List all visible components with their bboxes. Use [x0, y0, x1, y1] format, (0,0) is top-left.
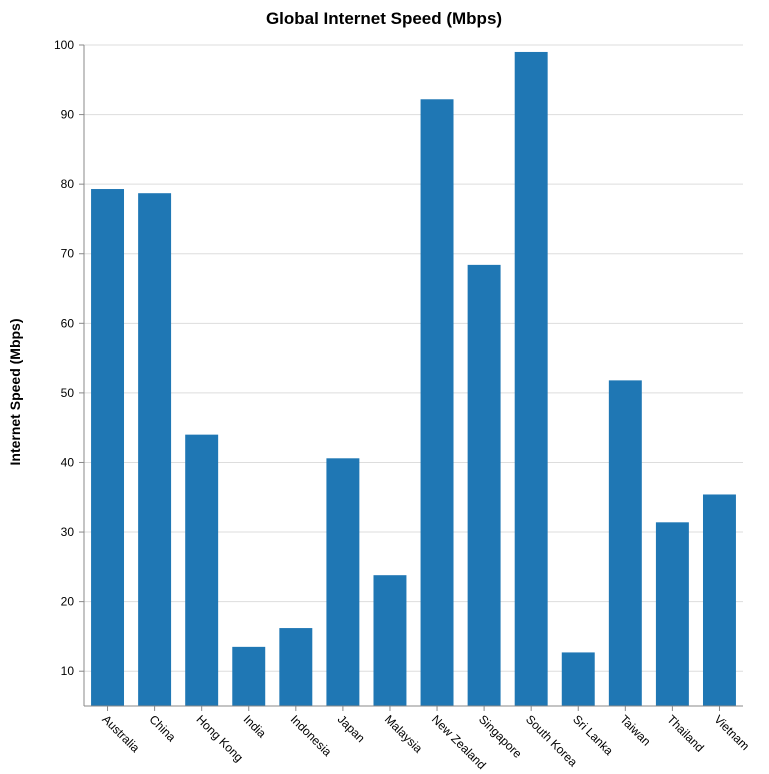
bars — [91, 51, 736, 707]
axes — [79, 44, 743, 711]
x-tick-label: Thailand — [664, 712, 706, 754]
bar — [91, 189, 125, 706]
y-tick-label: 90 — [61, 108, 75, 122]
y-tick-label: 20 — [61, 595, 75, 609]
x-tick-label: China — [146, 712, 178, 744]
y-tick-labels: 10 20 30 40 50 60 70 80 90 100 — [54, 38, 74, 678]
bar — [420, 99, 454, 706]
y-tick-label: 10 — [61, 664, 75, 678]
y-tick-label: 50 — [61, 386, 75, 400]
y-axis-label: Internet Speed (Mbps) — [7, 318, 23, 465]
x-tick-label: Australia — [99, 712, 142, 755]
bar — [232, 646, 266, 706]
bar — [561, 652, 595, 706]
y-tick-label: 30 — [61, 525, 75, 539]
x-tick-label: Vietnam — [711, 712, 752, 753]
bar — [138, 193, 172, 707]
bar — [279, 628, 313, 706]
x-tick-label: Sri Lanka — [570, 712, 616, 758]
chart-title: Global Internet Speed (Mbps) — [266, 9, 502, 28]
y-tick-label: 80 — [61, 177, 75, 191]
bar — [608, 380, 642, 706]
x-tick-label: Malaysia — [382, 712, 426, 756]
bar — [514, 51, 548, 707]
bar — [185, 434, 219, 706]
y-tick-label: 70 — [61, 247, 75, 261]
y-tick-label: 40 — [61, 455, 75, 469]
gridlines — [84, 44, 743, 672]
x-tick-label: Japan — [335, 712, 368, 745]
bar — [373, 575, 407, 706]
bar — [702, 494, 736, 706]
x-tick-label: Singapore — [476, 712, 525, 761]
bar — [655, 522, 689, 706]
x-tick-label: Hong Kong — [194, 712, 246, 764]
y-tick-label: 60 — [61, 316, 75, 330]
bar — [326, 458, 360, 706]
bar — [467, 264, 501, 706]
x-tick-label: Taiwan — [617, 712, 653, 748]
x-tick-label: India — [241, 712, 270, 741]
y-tick-label: 100 — [54, 38, 74, 52]
x-tick-label: Indonesia — [288, 712, 335, 759]
